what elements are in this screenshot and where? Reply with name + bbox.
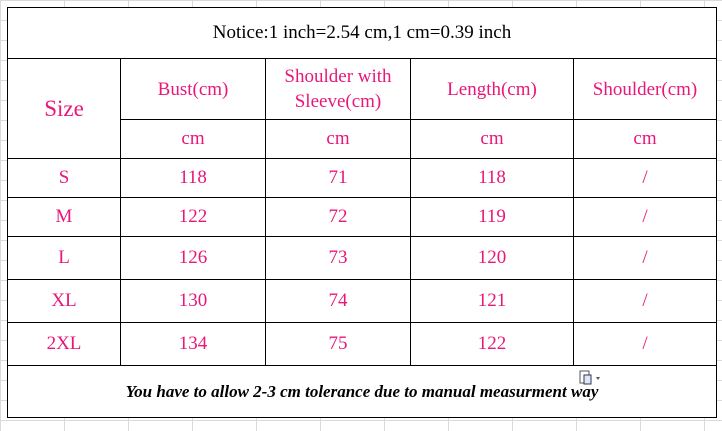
cell: / bbox=[572, 197, 718, 237]
cell: 71 bbox=[265, 158, 411, 198]
unit: cm bbox=[572, 119, 718, 159]
cell: 118 bbox=[120, 158, 266, 198]
cell: / bbox=[572, 279, 718, 323]
size-table: Notice:1 inch=2.54 cm,1 cm=0.39 inch Siz… bbox=[6, 7, 718, 418]
size-label: M bbox=[7, 197, 121, 237]
cell: 75 bbox=[265, 322, 411, 366]
footer: You have to allow 2-3 cm tolerance due t… bbox=[125, 381, 599, 401]
row: XL 130 74 121/ bbox=[7, 279, 718, 323]
size-label: L bbox=[7, 236, 121, 280]
row: S 118 71 118/ bbox=[7, 158, 718, 198]
footer-cell: You have to allow 2-3 cm tolerance due t… bbox=[6, 365, 718, 418]
row: 2XL 134 75 122/ bbox=[7, 322, 718, 366]
row: M 122 72 119/ bbox=[7, 197, 718, 237]
size-header: Size bbox=[7, 58, 121, 159]
cell: 122 bbox=[410, 322, 574, 366]
cell: 121 bbox=[410, 279, 574, 323]
cell: / bbox=[572, 236, 718, 280]
size-label: XL bbox=[7, 279, 121, 323]
cell: 72 bbox=[265, 197, 411, 237]
size-label: 2XL bbox=[7, 322, 121, 366]
column-header: Length(cm) bbox=[410, 58, 574, 120]
notice: Notice:1 inch=2.54 cm,1 cm=0.39 inch bbox=[6, 7, 718, 59]
cell: 119 bbox=[410, 197, 574, 237]
cell: 74 bbox=[265, 279, 411, 323]
unit: cm bbox=[265, 119, 411, 159]
column-header: Bust(cm) bbox=[120, 58, 266, 120]
cell: 130 bbox=[120, 279, 266, 323]
cell: 73 bbox=[265, 236, 411, 280]
cell: 134 bbox=[120, 322, 266, 366]
cell: 118 bbox=[410, 158, 574, 198]
size-label: S bbox=[7, 158, 121, 198]
cell: 126 bbox=[120, 236, 266, 280]
cell: 122 bbox=[120, 197, 266, 237]
cell: / bbox=[572, 322, 718, 366]
column-header: Shoulder(cm) bbox=[572, 58, 718, 120]
cell: 120 bbox=[410, 236, 574, 280]
rows: S 118 71 118/M 122 72 119/L 126 73 120/XL 130 74 121… bbox=[7, 158, 718, 366]
column-header: Shoulder with Sleeve(cm) bbox=[265, 58, 411, 120]
row: L 126 73 120/ bbox=[7, 236, 718, 280]
unit: cm bbox=[410, 119, 574, 159]
unit: cm bbox=[120, 119, 266, 159]
paste-icon bbox=[579, 370, 600, 385]
cell: / bbox=[572, 158, 718, 198]
